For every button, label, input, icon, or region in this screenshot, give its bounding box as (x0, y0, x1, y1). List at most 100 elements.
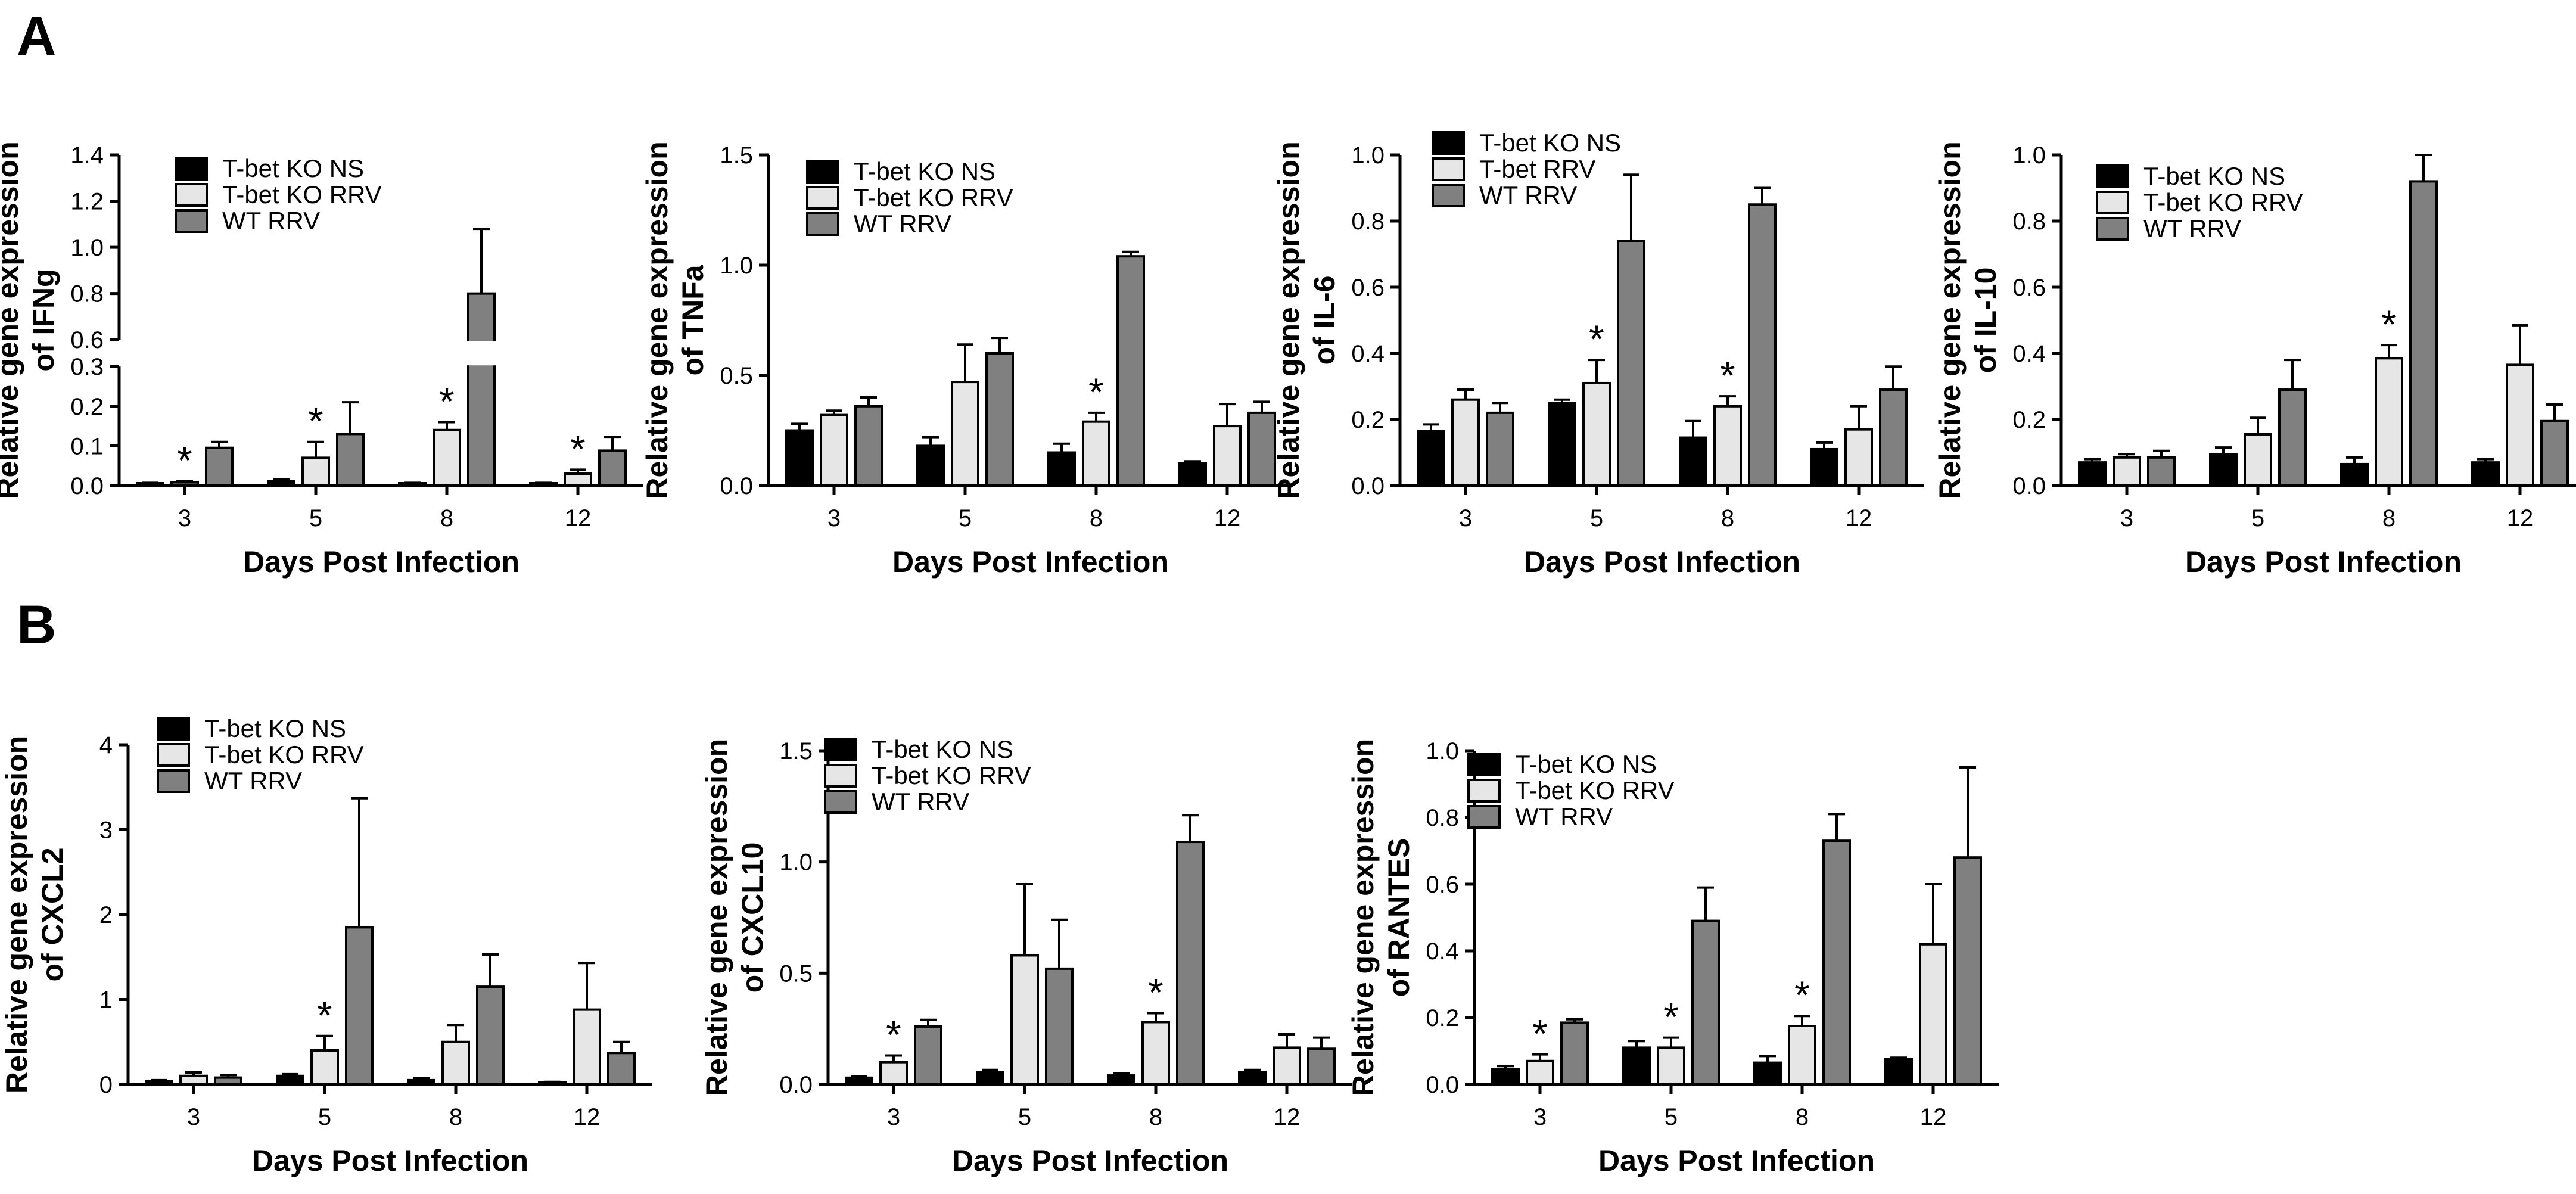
y-tick-label: 0.3 (70, 354, 104, 380)
significance-marker: * (1088, 370, 1104, 414)
y-tick-label: 1.0 (70, 235, 104, 261)
x-axis-label: Days Post Infection (892, 545, 1169, 579)
legend-swatch (1467, 779, 1501, 803)
legend-swatch (157, 717, 190, 741)
chart-cxcl10: 0.0 0.5 1.0 1.5 3 5 8 12 Days Post Infection Rela… (700, 735, 1352, 1177)
bar-cxcl2-t-bet-ko-rrv-day-8 (441, 1040, 470, 1086)
y-tick-label: 0.4 (1351, 341, 1385, 367)
y-tick-label: 1.2 (70, 189, 104, 215)
bar-cxcl2-t-bet-ko-rrv-day-3 (179, 1074, 208, 1086)
bar-il10-t-bet-ko-rrv-day-8 (2375, 357, 2403, 487)
bar-il6-wt-rrv-day-3 (1486, 411, 1514, 487)
x-tick-label: 3 (887, 1104, 900, 1130)
bar-tnfa-t-bet-ko-ns-day-8 (1047, 451, 1076, 487)
legend-label: T-bet KO NS (222, 154, 364, 182)
y-axis-label-line: of CXCL10 (736, 842, 769, 993)
bar-tnfa-wt-rrv-day-3 (854, 405, 883, 487)
significance-marker: * (317, 993, 332, 1037)
x-tick-label: 12 (1846, 505, 1872, 531)
y-tick-label: 0.5 (720, 363, 753, 389)
bar-cxcl10-t-bet-ko-ns-day-3 (845, 1076, 873, 1086)
x-tick-label: 3 (1533, 1104, 1547, 1130)
bar-il6-t-bet-rrv-day-8 (1713, 405, 1742, 487)
bar-il6-t-bet-rrv-day-3 (1451, 398, 1480, 487)
legend-label: T-bet KO NS (854, 157, 995, 185)
bar-il6-t-bet-rrv-day-5 (1582, 381, 1611, 487)
y-tick-label: 0 (99, 1072, 113, 1098)
legend-swatch (2096, 191, 2129, 214)
y-tick-label: 0.4 (2012, 341, 2046, 367)
legend-label: T-bet KO RRV (872, 761, 1031, 789)
significance-marker: * (1148, 971, 1163, 1015)
x-tick-label: 5 (318, 1104, 331, 1130)
y-axis-label: Relative gene expressionof CXCL10 (700, 739, 769, 1096)
y-tick-label: 1.0 (1351, 142, 1385, 169)
bar-rantes-t-bet-ko-rrv-day-8 (1788, 1025, 1816, 1086)
bar-il10-wt-rrv-day-3 (2147, 456, 2176, 487)
bar-ifng-t-bet-ko-ns-day-5 (267, 480, 295, 487)
y-tick-label: 0.6 (1426, 872, 1459, 898)
bar-il10-t-bet-ko-rrv-day-12 (2506, 363, 2534, 487)
bar-tnfa-wt-rrv-day-5 (985, 352, 1014, 487)
x-axis-label: Days Post Infection (252, 1144, 528, 1177)
chart-il10: 0.0 0.2 0.4 0.6 0.8 1.0 3 5 8 12 Days Post Infecti… (1933, 141, 2576, 579)
bar-cxcl10-t-bet-ko-rrv-day-3 (879, 1061, 908, 1086)
bar-il6-wt-rrv-day-8 (1748, 203, 1777, 487)
y-axis-label-line: of CXCL2 (36, 848, 69, 982)
legend-label: T-bet KO RRV (854, 184, 1013, 212)
legend-swatch (157, 743, 190, 767)
y-axis-label-line: Relative gene expression (1346, 739, 1380, 1096)
bar-cxcl10-t-bet-ko-ns-day-8 (1107, 1074, 1135, 1086)
axes (2052, 153, 2576, 495)
y-tick-label: 0.0 (720, 473, 753, 499)
bar-cxcl10-wt-rrv-day-8 (1176, 841, 1205, 1086)
bar-rantes-t-bet-ko-ns-day-3 (1491, 1068, 1520, 1086)
bar-il10-t-bet-ko-rrv-day-3 (2113, 456, 2141, 487)
bar-cxcl2-t-bet-ko-ns-day-8 (407, 1078, 435, 1086)
bar-cxcl10-t-bet-ko-rrv-day-5 (1010, 954, 1039, 1086)
x-tick-label: 12 (2507, 505, 2534, 531)
legend-swatch (175, 157, 208, 181)
bar-il6-t-bet-ko-ns-day-5 (1548, 402, 1576, 487)
legend-swatch (806, 186, 839, 210)
chart-ifng: 0.0 0.1 0.2 0.30.6 0.8 1.0 1.2 1.4 3 5 8 12 Days Pos… (0, 141, 643, 579)
significance-marker: * (2381, 302, 2397, 346)
bar-ifng-wt-rrv-day-5 (336, 433, 365, 487)
legend-swatch (1432, 184, 1465, 207)
bar-tnfa-t-bet-ko-rrv-day-3 (820, 413, 848, 487)
y-axis-label-line: of IL-6 (1308, 276, 1341, 365)
y-tick-label: 0.8 (1351, 209, 1385, 235)
significance-marker: * (1532, 1012, 1548, 1056)
x-tick-label: 12 (1920, 1104, 1947, 1130)
x-tick-label: 8 (440, 505, 453, 531)
bar-tnfa-t-bet-ko-ns-day-12 (1178, 462, 1207, 487)
bar-rantes-t-bet-ko-rrv-day-12 (1919, 943, 1947, 1086)
bar-tnfa-wt-rrv-day-8 (1116, 255, 1145, 487)
y-tick-label: 3 (99, 817, 113, 844)
legend-label: WT RRV (1515, 803, 1613, 831)
legend-swatch (824, 790, 857, 814)
y-tick-label: 0.0 (2012, 473, 2046, 499)
y-axis-label-line: Relative gene expression (700, 739, 733, 1096)
bar-rantes-t-bet-ko-rrv-day-3 (1526, 1059, 1554, 1086)
x-tick-label: 5 (1665, 1104, 1678, 1130)
y-tick-label: 0.6 (70, 327, 104, 353)
bar-cxcl10-wt-rrv-day-5 (1045, 967, 1074, 1086)
bar-il6-t-bet-ko-ns-day-8 (1679, 436, 1707, 487)
x-tick-label: 5 (309, 505, 322, 531)
legend-label: WT RRV (204, 767, 302, 795)
legend-swatch (157, 769, 190, 793)
bar-cxcl2-t-bet-ko-rrv-day-12 (573, 1008, 601, 1086)
bar-il10-t-bet-ko-ns-day-3 (2078, 461, 2107, 487)
bar-rantes-wt-rrv-day-3 (1560, 1021, 1589, 1086)
y-axis-label: Relative gene expressionof IFNg (0, 141, 60, 499)
x-tick-label: 8 (1090, 505, 1103, 531)
bar-cxcl10-t-bet-ko-ns-day-12 (1238, 1071, 1267, 1086)
y-tick-label: 0.2 (1426, 1005, 1459, 1031)
bar-cxcl2-t-bet-ko-ns-day-3 (145, 1080, 173, 1086)
x-axis-label: Days Post Infection (952, 1144, 1228, 1177)
y-axis-label: Relative gene expressionof IL-6 (1272, 141, 1341, 499)
bar-il10-t-bet-ko-ns-day-8 (2340, 462, 2369, 487)
x-tick-label: 3 (2120, 505, 2133, 531)
